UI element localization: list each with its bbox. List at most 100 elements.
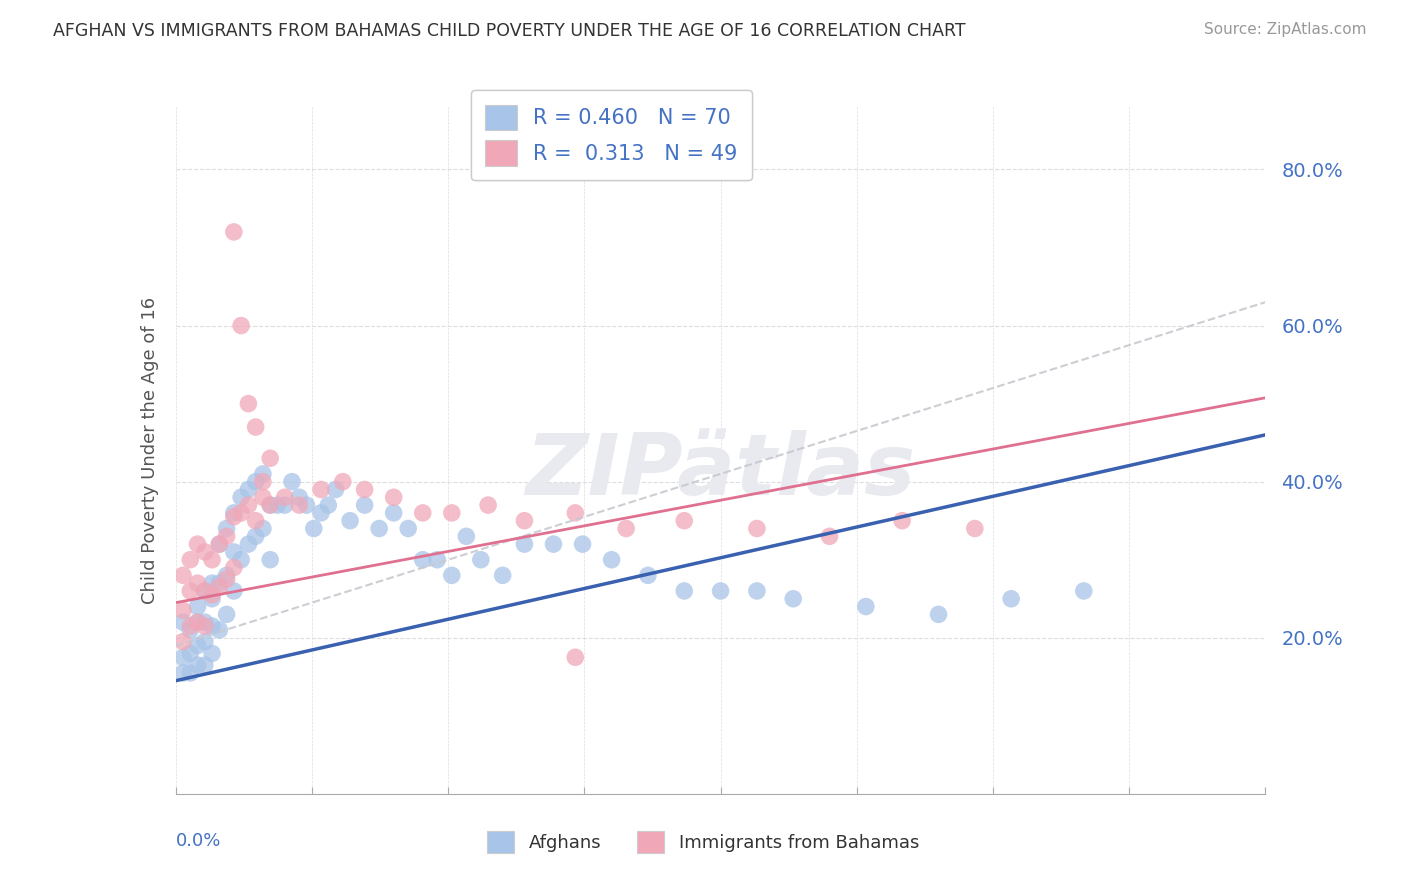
Point <box>172 650 194 665</box>
Point <box>368 521 391 535</box>
Point <box>238 483 260 497</box>
Point <box>259 552 281 567</box>
Point <box>215 568 238 582</box>
Point <box>302 521 325 535</box>
Point <box>353 498 375 512</box>
Point <box>600 552 623 567</box>
Point <box>238 396 260 410</box>
Point <box>252 475 274 489</box>
Point <box>571 537 593 551</box>
Point <box>186 576 209 591</box>
Point <box>309 483 332 497</box>
Point <box>710 583 733 598</box>
Point <box>245 514 267 528</box>
Point <box>891 514 914 528</box>
Point <box>245 475 267 489</box>
Point <box>222 506 245 520</box>
Point <box>201 552 224 567</box>
Point <box>186 537 209 551</box>
Point <box>201 646 224 660</box>
Point <box>201 619 224 633</box>
Point <box>274 490 297 504</box>
Point <box>179 583 201 598</box>
Point <box>396 521 419 535</box>
Point <box>564 650 586 665</box>
Point <box>222 225 245 239</box>
Point <box>259 451 281 466</box>
Point <box>186 639 209 653</box>
Point <box>252 490 274 504</box>
Point <box>259 498 281 512</box>
Point <box>266 498 288 512</box>
Point <box>274 498 297 512</box>
Point <box>325 483 347 497</box>
Point <box>426 552 449 567</box>
Point <box>673 583 696 598</box>
Point <box>1073 583 1095 598</box>
Point <box>673 514 696 528</box>
Point <box>245 529 267 543</box>
Point <box>194 615 217 630</box>
Point <box>412 552 434 567</box>
Point <box>201 591 224 606</box>
Point <box>179 623 201 637</box>
Point <box>194 583 217 598</box>
Point <box>215 529 238 543</box>
Point <box>382 490 405 504</box>
Point <box>186 615 209 630</box>
Point <box>470 552 492 567</box>
Point <box>412 506 434 520</box>
Point <box>513 514 536 528</box>
Point <box>208 537 231 551</box>
Point <box>208 580 231 594</box>
Point <box>614 521 637 535</box>
Legend: Afghans, Immigrants from Bahamas: Afghans, Immigrants from Bahamas <box>479 824 927 861</box>
Point <box>238 537 260 551</box>
Text: AFGHAN VS IMMIGRANTS FROM BAHAMAS CHILD POVERTY UNDER THE AGE OF 16 CORRELATION : AFGHAN VS IMMIGRANTS FROM BAHAMAS CHILD … <box>53 22 966 40</box>
Point <box>745 583 768 598</box>
Point <box>179 619 201 633</box>
Point <box>186 599 209 614</box>
Point <box>179 646 201 660</box>
Point <box>855 599 877 614</box>
Text: Source: ZipAtlas.com: Source: ZipAtlas.com <box>1204 22 1367 37</box>
Point <box>477 498 499 512</box>
Point <box>543 537 565 551</box>
Point <box>339 514 361 528</box>
Text: ZIPätlas: ZIPätlas <box>526 430 915 513</box>
Point <box>208 623 231 637</box>
Point <box>194 619 217 633</box>
Y-axis label: Child Poverty Under the Age of 16: Child Poverty Under the Age of 16 <box>141 297 159 604</box>
Point <box>440 568 463 582</box>
Point <box>259 498 281 512</box>
Point <box>456 529 478 543</box>
Point <box>818 529 841 543</box>
Point <box>928 607 950 622</box>
Point <box>231 318 253 333</box>
Point <box>382 506 405 520</box>
Point <box>564 506 586 520</box>
Point <box>172 615 194 630</box>
Point <box>252 521 274 535</box>
Point <box>281 475 304 489</box>
Point <box>201 576 224 591</box>
Point <box>215 607 238 622</box>
Point <box>179 665 201 680</box>
Point <box>222 560 245 574</box>
Point <box>245 420 267 434</box>
Point <box>288 498 311 512</box>
Point <box>492 568 515 582</box>
Point <box>288 490 311 504</box>
Point <box>194 583 217 598</box>
Point <box>252 467 274 481</box>
Point <box>186 615 209 630</box>
Point <box>208 576 231 591</box>
Point <box>353 483 375 497</box>
Point <box>782 591 804 606</box>
Point <box>238 498 260 512</box>
Point <box>332 475 354 489</box>
Point <box>172 665 194 680</box>
Point <box>309 506 332 520</box>
Point <box>194 545 217 559</box>
Legend: R = 0.460   N = 70, R =  0.313   N = 49: R = 0.460 N = 70, R = 0.313 N = 49 <box>471 90 752 180</box>
